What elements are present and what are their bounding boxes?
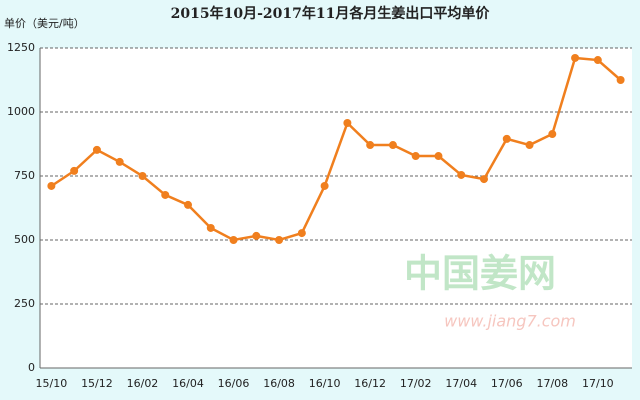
point [92,145,101,154]
y-tick-label: 750 [14,169,35,182]
y-axis-label: 单价（美元/吨） [4,17,85,30]
chart-title: 2015年10月-2017年11月各月生姜出口平均单价 [171,5,491,22]
y-tick-label: 1250 [7,41,35,54]
y-tick-label: 500 [14,233,35,246]
point [320,181,329,190]
point [229,236,238,244]
point [161,190,170,199]
x-tick-label: 16/10 [309,377,341,390]
point [388,141,397,150]
point [525,141,534,150]
point [184,200,192,209]
point [115,157,124,166]
watermark-url: www.jiang7.com [444,312,576,331]
x-tick-label: 15/12 [81,377,113,390]
point [343,119,352,128]
point [275,236,284,244]
x-tick-label: 16/02 [127,377,159,390]
plot-area [40,48,632,368]
x-tick-label: 17/06 [491,377,523,390]
x-tick-label: 16/04 [172,377,204,390]
x-tick-label: 17/08 [536,377,568,390]
x-tick-label: 15/10 [36,377,68,390]
point [548,130,557,139]
point [593,56,602,65]
point [616,76,625,84]
x-tick-label: 17/10 [582,377,614,390]
x-tick-label: 16/12 [354,377,386,390]
point [457,170,466,179]
x-tick-label: 16/08 [263,377,295,390]
x-tick-label: 17/02 [400,377,432,390]
watermark: 中国姜网 [404,252,556,296]
point [571,53,580,62]
point [480,175,488,184]
y-tick-label: 250 [14,297,35,310]
point [138,172,147,180]
point [252,231,261,240]
point [206,223,215,232]
y-tick-label: 1000 [7,105,35,118]
point [502,134,511,143]
point [366,141,375,150]
point [434,152,443,161]
point [297,229,306,238]
point [47,181,56,190]
point [70,166,79,175]
point [411,152,420,161]
x-tick-label: 17/04 [445,377,477,390]
y-tick-label: 0 [28,361,35,374]
x-tick-label: 16/06 [218,377,250,390]
